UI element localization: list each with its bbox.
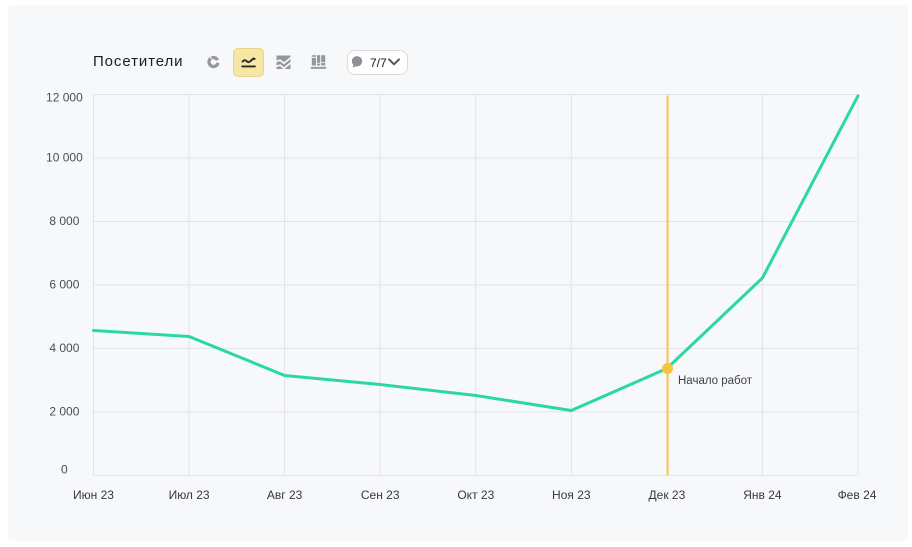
svg-text:4 000: 4 000 (49, 341, 79, 355)
svg-text:Авг 23: Авг 23 (267, 488, 303, 502)
svg-text:Июл 23: Июл 23 (169, 488, 210, 502)
svg-text:0: 0 (61, 462, 68, 476)
svg-text:Июн 23: Июн 23 (73, 488, 114, 502)
svg-text:Дек 23: Дек 23 (649, 488, 686, 502)
svg-text:Окт 23: Окт 23 (457, 488, 494, 502)
svg-text:Сен 23: Сен 23 (361, 488, 400, 502)
svg-text:6 000: 6 000 (49, 278, 79, 292)
svg-text:Янв 24: Янв 24 (743, 488, 782, 502)
svg-text:10 000: 10 000 (46, 151, 83, 165)
svg-text:Фев 24: Фев 24 (838, 488, 877, 502)
svg-text:8 000: 8 000 (49, 214, 79, 228)
svg-text:12 000: 12 000 (46, 90, 83, 104)
svg-text:Начало работ: Начало работ (678, 375, 753, 387)
svg-text:Ноя 23: Ноя 23 (552, 488, 591, 502)
svg-text:2 000: 2 000 (49, 405, 79, 419)
